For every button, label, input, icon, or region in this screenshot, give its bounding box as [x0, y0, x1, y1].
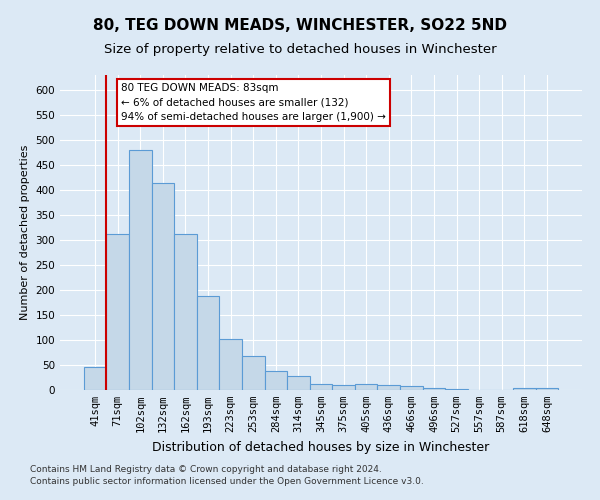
Bar	[84, 367, 106, 390]
Bar	[129, 150, 152, 390]
Bar	[242, 356, 265, 390]
Bar	[445, 388, 468, 390]
Text: 80 TEG DOWN MEADS: 83sqm
← 6% of detached houses are smaller (132)
94% of semi-d: 80 TEG DOWN MEADS: 83sqm ← 6% of detache…	[121, 82, 386, 122]
Bar	[265, 371, 287, 390]
Text: 80, TEG DOWN MEADS, WINCHESTER, SO22 5ND: 80, TEG DOWN MEADS, WINCHESTER, SO22 5ND	[93, 18, 507, 32]
Text: Contains public sector information licensed under the Open Government Licence v3: Contains public sector information licen…	[30, 476, 424, 486]
Text: Size of property relative to detached houses in Winchester: Size of property relative to detached ho…	[104, 42, 496, 56]
Bar	[310, 384, 332, 390]
Bar	[536, 388, 558, 390]
Bar	[332, 384, 355, 390]
Bar	[197, 296, 220, 390]
Text: Contains HM Land Registry data © Crown copyright and database right 2024.: Contains HM Land Registry data © Crown c…	[30, 466, 382, 474]
Y-axis label: Number of detached properties: Number of detached properties	[20, 145, 30, 320]
Bar	[377, 384, 400, 390]
Bar	[287, 376, 310, 390]
Bar	[513, 388, 536, 390]
Bar	[422, 388, 445, 390]
Bar	[174, 234, 197, 390]
Bar	[106, 234, 129, 390]
Bar	[355, 384, 377, 390]
X-axis label: Distribution of detached houses by size in Winchester: Distribution of detached houses by size …	[152, 440, 490, 454]
Bar	[400, 386, 422, 390]
Bar	[220, 338, 242, 390]
Bar	[152, 182, 174, 390]
